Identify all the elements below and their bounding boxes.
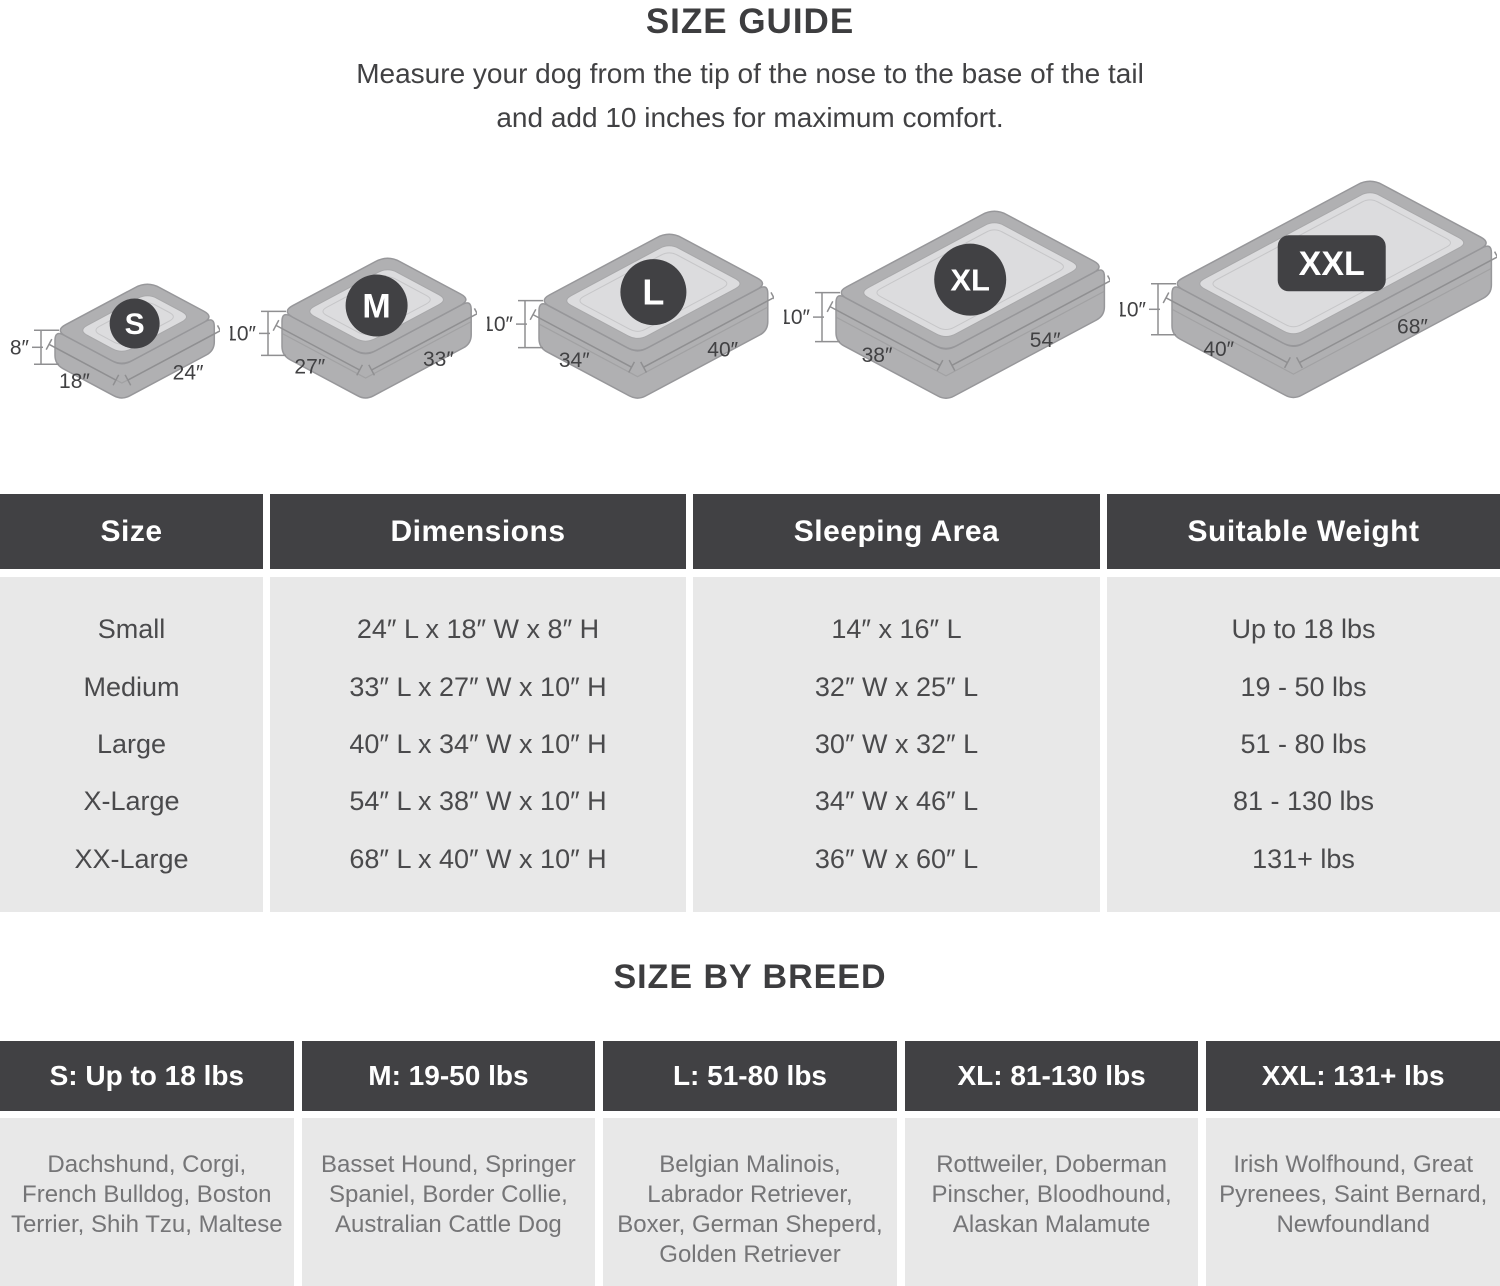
dimensions-cell: 40″ L x 34″ W x 10″ H bbox=[349, 729, 607, 760]
bed-width-label: 40″ bbox=[1203, 338, 1234, 361]
bed-illustration-s: S 8″ 18″ 24″ bbox=[10, 283, 220, 399]
size-cell-xxlarge: XX-Large bbox=[74, 843, 189, 874]
sleeping-area-cell: 36″ W x 60″ L bbox=[814, 843, 979, 874]
bed-size-badge bbox=[620, 259, 687, 326]
breed-header-m: M: 19-50 lbs bbox=[301, 1041, 596, 1111]
size-table: Size Dimensions Sleeping Area Suitable W… bbox=[0, 494, 1500, 912]
subtitle-line-1: Measure your dog from the tip of the nos… bbox=[356, 58, 1144, 89]
bed-length-label: 40″ bbox=[707, 338, 738, 361]
weight-cell: 51 - 80 lbs bbox=[1240, 729, 1367, 760]
bed-illustration-xl: XL 10″ 38″ 54″ bbox=[784, 210, 1110, 399]
bed-figure-large: L 10″ 34″ 40″ bbox=[487, 221, 774, 446]
breed-table-body: Dachshund, Corgi, French Bulldog, Boston… bbox=[0, 1118, 1500, 1286]
bed-length-label: 33″ bbox=[423, 348, 454, 371]
bed-illustration-m: M 10″ 27″ 33″ bbox=[230, 257, 477, 399]
bed-figure-small: S 8″ 18″ 24″ bbox=[3, 271, 220, 446]
breed-header-l: L: 51-80 lbs bbox=[603, 1041, 897, 1111]
size-cell-large: Large bbox=[96, 729, 167, 760]
bed-size-letter: XXL bbox=[1299, 245, 1365, 283]
breed-list-m: Basset Hound, Springer Spaniel, Border C… bbox=[301, 1118, 596, 1286]
suitable-weight-column: Up to 18 lbs 19 - 50 lbs 51 - 80 lbs 81 … bbox=[1107, 577, 1500, 912]
weight-cell: Up to 18 lbs bbox=[1231, 614, 1376, 645]
bed-bolster-line bbox=[1212, 199, 1451, 328]
page-header: SIZE GUIDE Measure your dog from the tip… bbox=[0, 0, 1500, 140]
sleeping-area-cell: 34″ W x 46″ L bbox=[814, 786, 979, 817]
column-header-dimensions: Dimensions bbox=[270, 494, 686, 569]
breed-list-l: Belgian Malinois, Labrador Retriever, Bo… bbox=[603, 1118, 897, 1286]
bed-height-label: 10″ bbox=[230, 322, 257, 345]
bed-mattress-seam bbox=[538, 306, 769, 378]
bed-length-label: 24″ bbox=[173, 361, 204, 384]
breed-section-title: SIZE BY BREED bbox=[613, 958, 887, 996]
weight-cell: 131+ lbs bbox=[1252, 843, 1355, 874]
breed-list-s: Dachshund, Corgi, French Bulldog, Boston… bbox=[0, 1118, 294, 1286]
sleeping-area-cell: 32″ W x 25″ L bbox=[814, 671, 979, 702]
size-cell-xlarge: X-Large bbox=[83, 786, 180, 817]
dimensions-cell: 24″ L x 18″ W x 8″ H bbox=[356, 614, 600, 645]
weight-cell: 19 - 50 lbs bbox=[1240, 671, 1367, 702]
sleeping-area-column: 14″ x 16″ L 32″ W x 25″ L 30″ W x 32″ L … bbox=[693, 577, 1100, 912]
bed-size-letter: S bbox=[125, 308, 145, 341]
size-cell-medium: Medium bbox=[83, 671, 180, 702]
page-subtitle: Measure your dog from the tip of the nos… bbox=[0, 52, 1500, 140]
bed-figure-medium: M 10″ 27″ 33″ bbox=[230, 245, 477, 446]
bed-width-label: 27″ bbox=[294, 356, 325, 379]
bed-width-label: 34″ bbox=[559, 349, 590, 372]
bed-height-label: 10″ bbox=[784, 306, 811, 329]
bed-height-label: 10″ bbox=[487, 313, 514, 336]
weight-cell: 81 - 130 lbs bbox=[1232, 786, 1375, 817]
sleeping-area-cell: 14″ x 16″ L bbox=[831, 614, 962, 645]
bed-height-label: 8″ bbox=[10, 336, 30, 359]
bed-bolster-line bbox=[579, 252, 728, 332]
bed-size-badge bbox=[1277, 235, 1386, 292]
breed-table: S: Up to 18 lbs M: 19-50 lbs L: 51-80 lb… bbox=[0, 1041, 1500, 1286]
subtitle-line-2: and add 10 inches for maximum comfort. bbox=[496, 102, 1004, 133]
bed-bolster-line bbox=[876, 229, 1064, 330]
breed-table-header-row: S: Up to 18 lbs M: 19-50 lbs L: 51-80 lb… bbox=[0, 1041, 1500, 1111]
bed-width-label: 18″ bbox=[59, 370, 90, 393]
size-column: Small Medium Large X-Large XX-Large bbox=[0, 577, 263, 912]
bed-height-label: 10″ bbox=[1120, 298, 1147, 321]
breed-header-s: S: Up to 18 lbs bbox=[0, 1041, 294, 1111]
size-cell-small: Small bbox=[97, 614, 166, 645]
bed-size-badge bbox=[345, 274, 408, 337]
bed-length-label: 68″ bbox=[1397, 316, 1428, 339]
column-header-suitable-weight: Suitable Weight bbox=[1107, 494, 1500, 569]
bed-illustration-l: L 10″ 34″ 40″ bbox=[487, 233, 774, 399]
dimensions-column: 24″ L x 18″ W x 8″ H 33″ L x 27″ W x 10″… bbox=[270, 577, 686, 912]
size-table-header-row: Size Dimensions Sleeping Area Suitable W… bbox=[0, 494, 1500, 569]
column-header-sleeping-area: Sleeping Area bbox=[693, 494, 1100, 569]
bed-mattress-seam bbox=[1171, 267, 1492, 375]
bed-size-badge bbox=[934, 243, 1007, 316]
bed-mattress-seam bbox=[835, 290, 1105, 377]
size-table-body: Small Medium Large X-Large XX-Large 24″ … bbox=[0, 577, 1500, 912]
dimensions-cell: 54″ L x 38″ W x 10″ H bbox=[349, 786, 607, 817]
dimensions-cell: 68″ L x 40″ W x 10″ H bbox=[349, 843, 607, 874]
bed-mattress-seam bbox=[281, 321, 472, 379]
breed-header-xl: XL: 81-130 lbs bbox=[904, 1041, 1199, 1111]
bed-illustration-xxl: XXL 10″ 40″ 68″ bbox=[1120, 180, 1497, 399]
bed-size-letter: XL bbox=[950, 263, 990, 298]
bed-figure-xlarge: XL 10″ 38″ 54″ bbox=[784, 198, 1110, 446]
column-header-size: Size bbox=[0, 494, 263, 569]
bed-size-badge bbox=[109, 298, 160, 349]
breed-list-xl: Rottweiler, Doberman Pinscher, Bloodhoun… bbox=[904, 1118, 1199, 1286]
bed-figure-xxlarge: XXL 10″ 40″ 68″ bbox=[1120, 168, 1497, 446]
bed-width-label: 38″ bbox=[862, 344, 893, 367]
bed-size-letter: L bbox=[642, 272, 664, 313]
bed-illustrations-row: S 8″ 18″ 24″ M 10″ 27″ 33″ L 10″ 34″ 40″ XL 10″ 38″… bbox=[0, 164, 1500, 446]
breed-header-xxl: XXL: 131+ lbs bbox=[1206, 1041, 1500, 1111]
sleeping-area-cell: 30″ W x 32″ L bbox=[814, 729, 979, 760]
dimensions-cell: 33″ L x 27″ W x 10″ H bbox=[349, 671, 607, 702]
page-title: SIZE GUIDE bbox=[645, 2, 855, 41]
bed-length-label: 54″ bbox=[1030, 329, 1061, 352]
breed-list-xxl: Irish Wolfhound, Great Pyrenees, Saint B… bbox=[1206, 1118, 1500, 1286]
bed-size-letter: M bbox=[362, 287, 390, 325]
